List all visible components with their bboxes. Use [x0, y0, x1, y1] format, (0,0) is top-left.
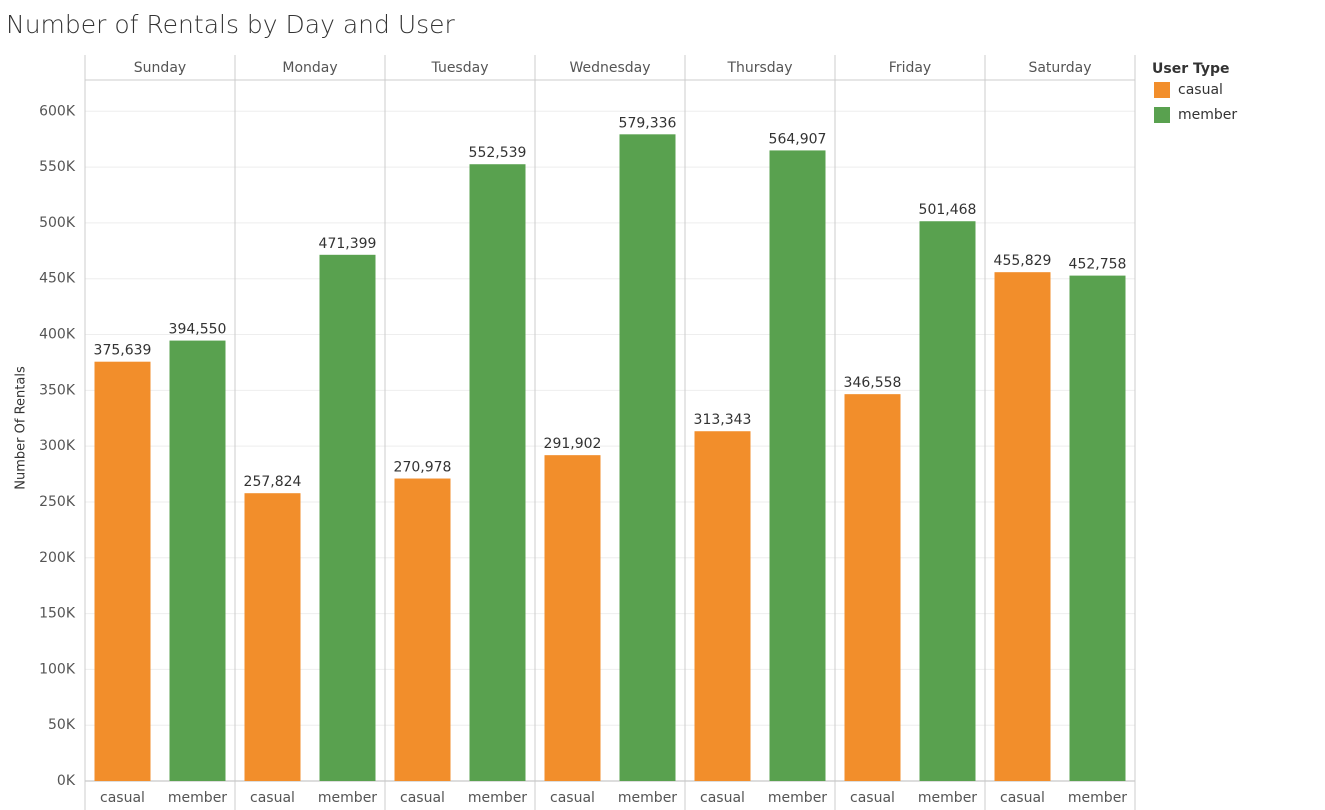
data-label: 291,902: [544, 436, 602, 452]
data-label: 564,907: [769, 131, 827, 147]
x-tick-label: casual: [700, 790, 745, 806]
bar: [544, 455, 601, 781]
panel-header: Saturday: [1028, 60, 1091, 76]
legend-swatch: [1154, 107, 1170, 123]
data-label: 579,336: [619, 115, 677, 131]
x-tick-label: member: [618, 790, 677, 806]
data-label: 257,824: [244, 474, 302, 490]
y-tick-label: 100K: [39, 661, 76, 677]
data-label: 455,829: [994, 253, 1052, 269]
x-tick-label: casual: [400, 790, 445, 806]
x-tick-label: member: [768, 790, 827, 806]
bar: [694, 431, 751, 781]
y-tick-label: 300K: [39, 438, 76, 454]
bar: [319, 254, 376, 781]
y-tick-label: 400K: [39, 327, 76, 343]
y-tick-label: 550K: [39, 159, 76, 175]
legend-label: casual: [1178, 82, 1223, 98]
x-tick-label: member: [318, 790, 377, 806]
y-tick-label: 450K: [39, 271, 76, 287]
legend-label: member: [1178, 107, 1237, 123]
x-tick-label: casual: [850, 790, 895, 806]
data-label: 552,539: [469, 145, 527, 161]
bar: [469, 164, 526, 782]
data-label: 394,550: [169, 322, 227, 338]
x-tick-label: member: [468, 790, 527, 806]
data-label: 375,639: [94, 343, 152, 359]
panel-header: Wednesday: [569, 60, 650, 76]
legend-title: User Type: [1152, 61, 1230, 77]
panel-header: Friday: [889, 60, 931, 76]
bar: [619, 134, 676, 781]
bar: [844, 394, 901, 781]
data-label: 346,558: [844, 375, 902, 391]
bar: [94, 361, 151, 781]
data-label: 270,978: [394, 460, 452, 476]
bar: [244, 493, 301, 781]
x-tick-label: casual: [550, 790, 595, 806]
x-tick-label: member: [918, 790, 977, 806]
y-tick-label: 350K: [39, 382, 76, 398]
data-label: 452,758: [1069, 257, 1127, 273]
panel-header: Thursday: [726, 60, 792, 76]
y-tick-label: 250K: [39, 494, 76, 510]
x-tick-label: member: [1068, 790, 1127, 806]
y-tick-label: 150K: [39, 606, 76, 622]
y-tick-label: 50K: [48, 717, 76, 733]
bar: [769, 150, 826, 781]
y-tick-label: 0K: [57, 773, 76, 789]
bar: [169, 340, 226, 781]
x-tick-label: casual: [100, 790, 145, 806]
x-tick-label: casual: [250, 790, 295, 806]
panel-header: Monday: [282, 60, 337, 76]
data-label: 313,343: [694, 412, 752, 428]
chart-title: Number of Rentals by Day and User: [6, 10, 456, 39]
x-tick-label: casual: [1000, 790, 1045, 806]
x-tick-label: member: [168, 790, 227, 806]
bar: [919, 221, 976, 781]
bar: [394, 478, 451, 781]
panel-header: Sunday: [134, 60, 186, 76]
y-tick-label: 200K: [39, 550, 76, 566]
y-tick-label: 500K: [39, 215, 76, 231]
y-tick-label: 600K: [39, 103, 76, 119]
panel-header: Tuesday: [431, 60, 489, 76]
y-axis-label: Number Of Rentals: [14, 366, 29, 490]
data-label: 501,468: [919, 202, 977, 218]
bar: [994, 272, 1051, 781]
legend-swatch: [1154, 82, 1170, 98]
bar: [1069, 275, 1126, 781]
data-label: 471,399: [319, 236, 377, 252]
